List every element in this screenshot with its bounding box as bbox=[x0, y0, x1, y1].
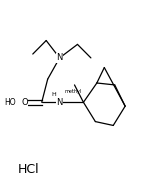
Text: methyl: methyl bbox=[64, 89, 82, 94]
Text: N: N bbox=[56, 98, 63, 107]
Text: H: H bbox=[51, 92, 56, 97]
Text: N: N bbox=[56, 53, 63, 62]
Text: O: O bbox=[21, 98, 28, 107]
Text: HO: HO bbox=[4, 98, 16, 107]
Text: HCl: HCl bbox=[18, 163, 39, 176]
